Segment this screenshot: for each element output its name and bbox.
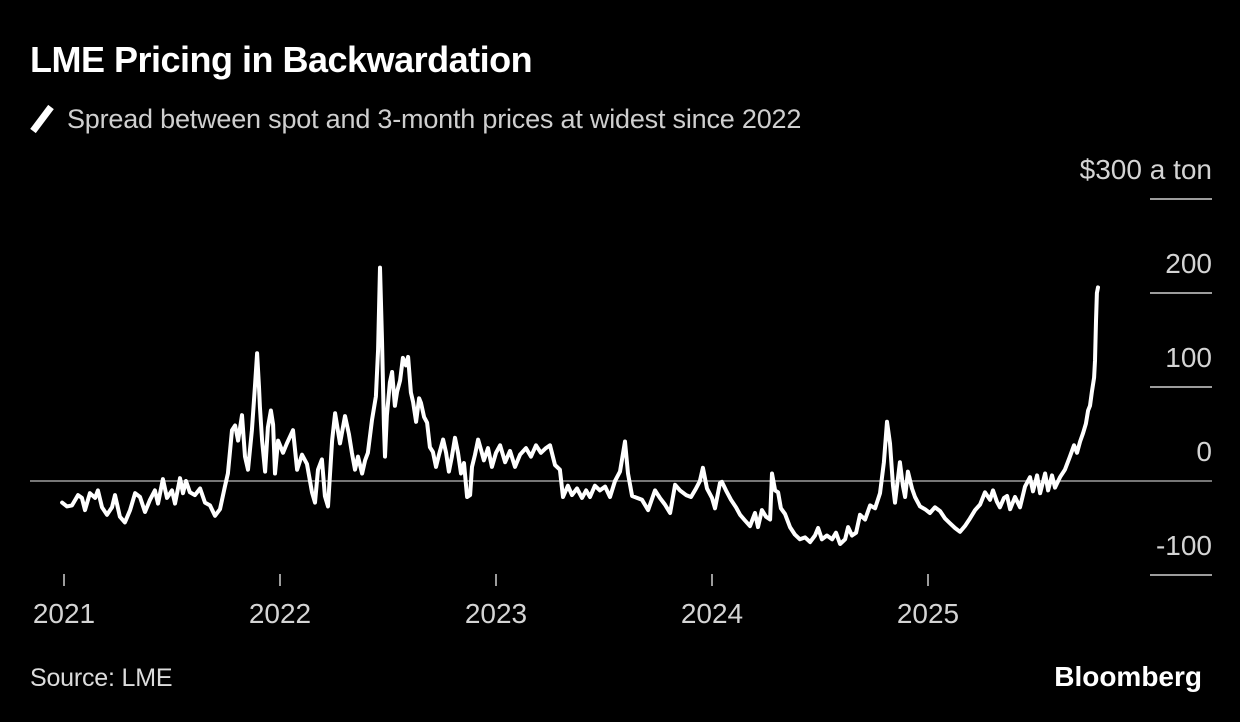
spread-line-series — [60, 265, 1100, 546]
legend-label: Spread between spot and 3-month prices a… — [67, 104, 802, 134]
x-axis-label: 2021 — [32, 598, 96, 629]
x-axis-label: 2023 — [464, 598, 528, 629]
y-axis-label: $300 a ton — [1079, 154, 1212, 185]
legend: Spread between spot and 3-month prices a… — [30, 104, 801, 134]
y-axis-label: -100 — [1155, 530, 1212, 561]
x-axis-label: 2024 — [680, 598, 744, 629]
y-axis-label: 200 — [1165, 248, 1212, 279]
line-series-icon — [30, 104, 54, 134]
chart-title: LME Pricing in Backwardation — [30, 39, 533, 80]
y-axis-label: 0 — [1196, 436, 1212, 467]
x-axis-label: 2025 — [896, 598, 960, 629]
bloomberg-logo: Bloomberg — [1054, 661, 1202, 692]
source-label: Source: LME — [30, 664, 173, 692]
x-axis-label: 2022 — [248, 598, 312, 629]
y-axis-label: 100 — [1165, 342, 1212, 373]
